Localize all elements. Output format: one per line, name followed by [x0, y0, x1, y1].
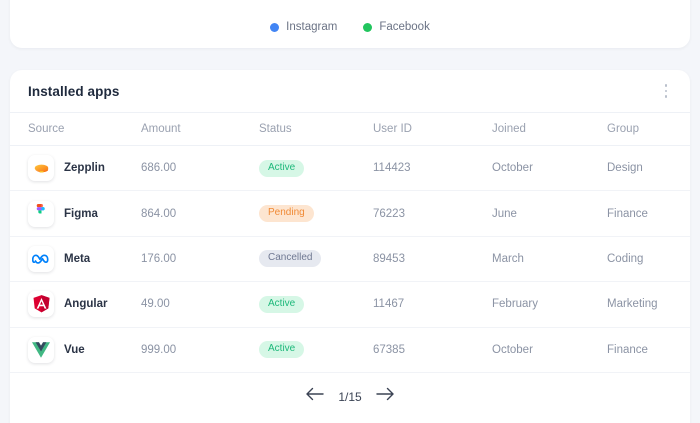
- source-cell-content: Vue: [10, 336, 141, 363]
- source-name: Zepplin: [64, 162, 105, 175]
- installed-apps-card: Installed apps Source Amount Status User…: [10, 70, 690, 423]
- status-badge: Pending: [259, 205, 314, 223]
- column-header-user-id[interactable]: User ID: [373, 123, 412, 135]
- installed-apps-table: Source Amount Status User ID Joined Grou…: [10, 112, 690, 373]
- source-name: Meta: [64, 252, 91, 265]
- cell-amount: 686.00: [141, 162, 177, 175]
- cell-source: Zepplin: [10, 146, 141, 191]
- column-header-amount[interactable]: Amount: [141, 123, 181, 135]
- angular-logo-icon: [28, 291, 54, 318]
- cell-group: Coding: [607, 252, 644, 265]
- cell-user-id: 89453: [373, 252, 405, 265]
- cell-status: Active: [259, 146, 373, 191]
- cell-joined: October: [492, 162, 533, 175]
- arrow-right-icon[interactable]: [375, 387, 395, 406]
- pagination: 1/15: [10, 387, 690, 406]
- vue-logo-icon: [28, 336, 54, 363]
- cell-amount: 864.00: [141, 207, 177, 220]
- table-head: Source Amount Status User ID Joined Grou…: [10, 112, 690, 146]
- legend-label: Instagram: [286, 21, 338, 33]
- cell-source: Angular: [10, 282, 141, 327]
- cell-source: Figma: [10, 191, 141, 236]
- chart-legend: Instagram Facebook: [10, 21, 690, 33]
- source-name: Angular: [64, 298, 108, 311]
- cell-group: Marketing: [607, 298, 658, 311]
- card-header: Installed apps: [10, 70, 690, 112]
- source-cell-content: Figma: [10, 200, 141, 227]
- figma-logo-icon: [28, 200, 54, 227]
- status-badge: Cancelled: [259, 250, 322, 268]
- cell-source: Vue: [10, 327, 141, 372]
- cell-status: Active: [259, 327, 373, 372]
- cell-group: Finance: [607, 343, 648, 356]
- cell-status: Pending: [259, 191, 373, 236]
- cell-status: Cancelled: [259, 236, 373, 281]
- legend-dot-icon: [363, 22, 373, 32]
- source-cell-content: Angular: [10, 291, 141, 318]
- page-title: Installed apps: [28, 83, 120, 99]
- source-name: Figma: [64, 207, 98, 220]
- cell-joined: October: [492, 343, 533, 356]
- cell-amount: 999.00: [141, 343, 177, 356]
- cell-user-id: 11467: [373, 298, 405, 311]
- table-body: Zepplin 686.00 Active 114423 October Design Fi…: [10, 146, 690, 373]
- cell-group: Design: [607, 162, 643, 175]
- arrow-left-icon[interactable]: [305, 387, 325, 406]
- legend-item-facebook[interactable]: Facebook: [363, 21, 430, 33]
- meta-logo-icon: [28, 245, 54, 272]
- page-indicator: 1/15: [338, 389, 362, 404]
- cell-source: Meta: [10, 236, 141, 281]
- cell-amount: 49.00: [141, 298, 170, 311]
- legend-label: Facebook: [379, 21, 430, 33]
- table-row[interactable]: Zepplin 686.00 Active 114423 October Design: [10, 146, 690, 191]
- source-cell-content: Zepplin: [10, 155, 141, 182]
- legend-item-instagram[interactable]: Instagram: [270, 21, 337, 33]
- zepplin-logo-icon: [28, 155, 54, 182]
- cell-status: Active: [259, 282, 373, 327]
- cell-user-id: 76223: [373, 207, 405, 220]
- status-badge: Active: [259, 295, 305, 313]
- status-badge: Active: [259, 341, 305, 359]
- kebab-menu-icon[interactable]: [658, 82, 674, 100]
- cell-joined: June: [492, 207, 517, 220]
- table-row[interactable]: Meta 176.00 Cancelled 89453 March Coding: [10, 236, 690, 282]
- column-header-source[interactable]: Source: [28, 123, 65, 135]
- column-header-status[interactable]: Status: [259, 123, 292, 135]
- cell-amount: 176.00: [141, 252, 177, 265]
- cell-joined: March: [492, 252, 524, 265]
- table-header-row: Source Amount Status User ID Joined Grou…: [10, 112, 690, 146]
- kebab-dot: [664, 84, 668, 87]
- kebab-dot: [664, 95, 668, 98]
- table-row[interactable]: Vue 999.00 Active 67385 October Finance: [10, 327, 690, 373]
- legend-dot-icon: [270, 22, 280, 32]
- column-header-group[interactable]: Group: [607, 123, 639, 135]
- table-row[interactable]: Figma 864.00 Pending 76223 June Finance: [10, 191, 690, 237]
- table-row[interactable]: Angular 49.00 Active 11467 February Marketing: [10, 282, 690, 328]
- source-cell-content: Meta: [10, 245, 141, 272]
- cell-group: Finance: [607, 207, 648, 220]
- cell-user-id: 114423: [373, 162, 411, 175]
- cell-joined: February: [492, 298, 539, 311]
- status-badge: Active: [259, 159, 305, 177]
- source-name: Vue: [64, 343, 85, 356]
- kebab-dot: [664, 89, 668, 93]
- column-header-joined[interactable]: Joined: [492, 123, 526, 135]
- cell-user-id: 67385: [373, 343, 405, 356]
